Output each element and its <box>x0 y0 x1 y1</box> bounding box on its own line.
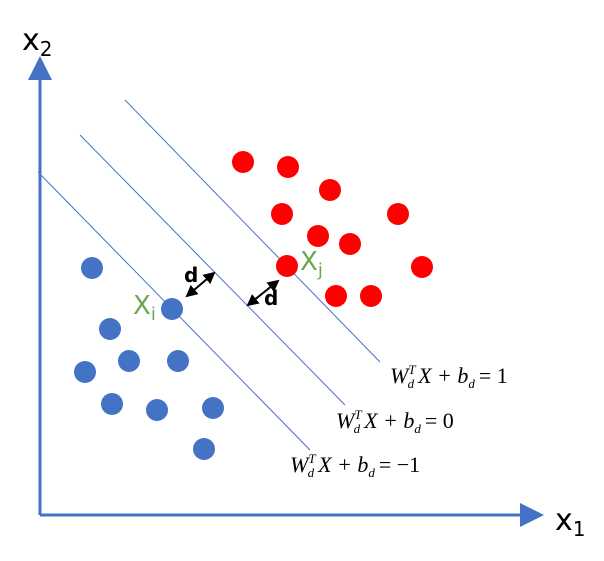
subscript: d <box>468 376 475 391</box>
point <box>232 151 254 173</box>
point <box>202 397 224 419</box>
distance-label: d <box>264 286 278 310</box>
equations: WT d X + bd = 1WT d X + bd = 0WT d X + bd = −1 <box>290 362 508 480</box>
point <box>161 298 183 320</box>
point <box>277 156 299 178</box>
superscript: T <box>408 362 416 377</box>
point <box>387 203 409 225</box>
point <box>118 350 140 372</box>
subscript: j <box>317 260 323 281</box>
middle: X + b <box>363 408 414 433</box>
subscript: d <box>368 465 375 480</box>
point <box>146 399 168 421</box>
equation: WT d X + bd = 0 <box>336 407 454 436</box>
point <box>101 393 123 415</box>
equation: WT d X + bd = 1 <box>390 362 508 391</box>
weight: W <box>290 452 310 477</box>
rhs: = −1 <box>379 452 420 477</box>
distance-arrow <box>185 271 216 298</box>
point <box>271 203 293 225</box>
blue-points <box>74 257 224 460</box>
distance-arrow <box>246 279 280 307</box>
superscript: T <box>354 407 362 422</box>
equation: WT d X + bd = −1 <box>290 451 420 480</box>
x-axis-label: x1 <box>555 503 586 541</box>
label: X <box>133 291 151 321</box>
point <box>307 225 329 247</box>
subscript: d <box>308 465 315 480</box>
subscript: i <box>151 304 156 325</box>
subscript: 2 <box>40 37 53 61</box>
point <box>276 255 298 277</box>
point <box>411 256 433 278</box>
weight: W <box>390 363 410 388</box>
hyperplane <box>79 134 346 406</box>
point <box>360 285 382 307</box>
point <box>319 179 341 201</box>
y-axis-label: x2 <box>22 23 53 61</box>
subscript: d <box>414 421 421 436</box>
point <box>81 257 103 279</box>
point <box>99 318 121 340</box>
point-label: Xi <box>133 291 156 325</box>
point <box>167 350 189 372</box>
hyperplane <box>124 99 381 363</box>
superscript: T <box>308 451 316 466</box>
rhs: = 1 <box>479 363 508 388</box>
subscript: d <box>354 421 361 436</box>
label: x <box>22 23 40 58</box>
distance-label: d <box>184 263 198 287</box>
point <box>339 233 361 255</box>
middle: X + b <box>317 452 368 477</box>
point <box>193 438 215 460</box>
middle: X + b <box>417 363 468 388</box>
label: X <box>300 247 318 277</box>
red-points <box>232 151 433 307</box>
point-label: Xj <box>300 247 323 281</box>
point <box>74 361 96 383</box>
weight: W <box>336 408 356 433</box>
label: x <box>555 503 573 538</box>
subscript: d <box>408 376 415 391</box>
subscript: 1 <box>573 517 586 541</box>
rhs: = 0 <box>425 408 454 433</box>
point <box>325 285 347 307</box>
